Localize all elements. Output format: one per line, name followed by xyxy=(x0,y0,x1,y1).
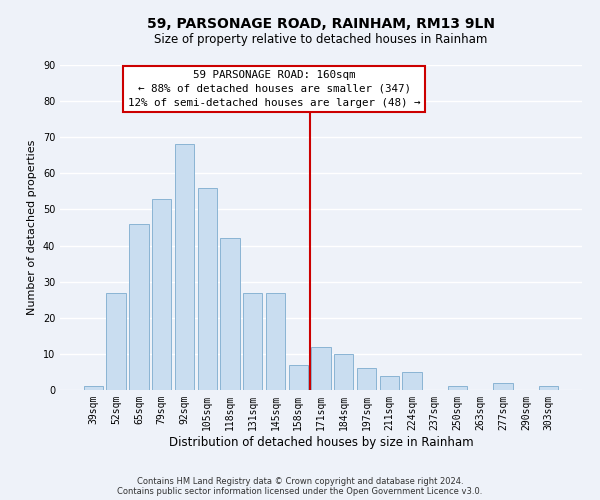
Bar xyxy=(448,386,467,390)
Bar xyxy=(403,372,422,390)
Bar xyxy=(380,376,399,390)
Bar xyxy=(220,238,239,390)
Bar xyxy=(539,386,558,390)
Bar xyxy=(493,383,513,390)
Bar xyxy=(311,346,331,390)
Text: Contains public sector information licensed under the Open Government Licence v3: Contains public sector information licen… xyxy=(118,488,482,496)
Bar xyxy=(334,354,353,390)
Bar xyxy=(152,198,172,390)
Text: 59, PARSONAGE ROAD, RAINHAM, RM13 9LN: 59, PARSONAGE ROAD, RAINHAM, RM13 9LN xyxy=(147,18,495,32)
Bar xyxy=(84,386,103,390)
X-axis label: Distribution of detached houses by size in Rainham: Distribution of detached houses by size … xyxy=(169,436,473,448)
Text: 59 PARSONAGE ROAD: 160sqm
← 88% of detached houses are smaller (347)
12% of semi: 59 PARSONAGE ROAD: 160sqm ← 88% of detac… xyxy=(128,70,420,108)
Bar xyxy=(129,224,149,390)
Text: Size of property relative to detached houses in Rainham: Size of property relative to detached ho… xyxy=(154,32,488,46)
Y-axis label: Number of detached properties: Number of detached properties xyxy=(27,140,37,315)
Bar xyxy=(106,292,126,390)
Text: Contains HM Land Registry data © Crown copyright and database right 2024.: Contains HM Land Registry data © Crown c… xyxy=(137,478,463,486)
Bar xyxy=(289,364,308,390)
Bar xyxy=(266,292,285,390)
Bar xyxy=(357,368,376,390)
Bar xyxy=(197,188,217,390)
Bar xyxy=(175,144,194,390)
Bar xyxy=(243,292,262,390)
